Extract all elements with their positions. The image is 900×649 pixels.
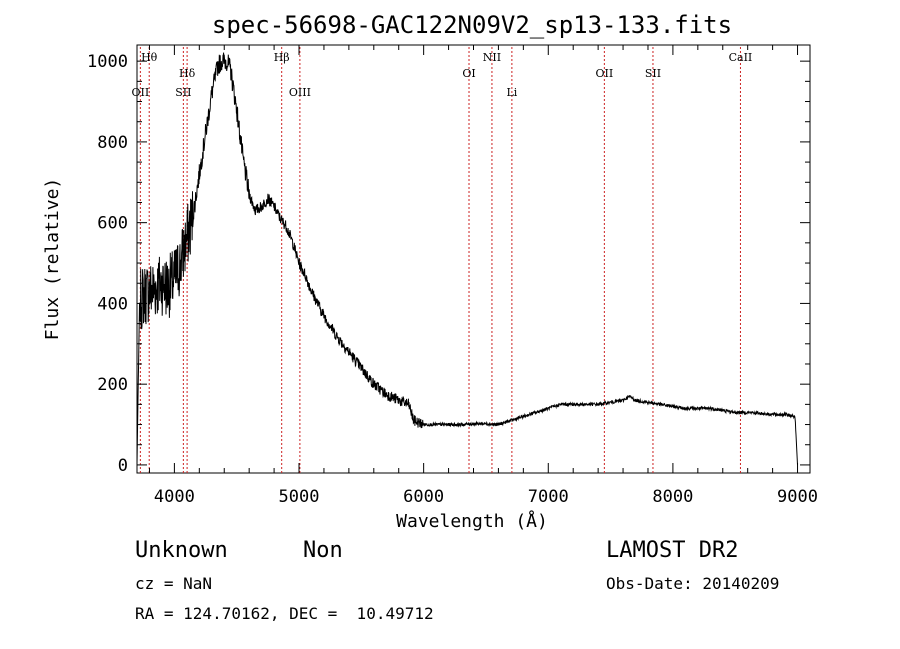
- line-marker-label: SII: [175, 86, 191, 99]
- line-marker-label: OI: [462, 67, 475, 80]
- y-tick-label: 400: [97, 294, 128, 314]
- x-tick-label: 8000: [652, 487, 693, 507]
- axis-ticks: [137, 45, 810, 473]
- object-subclass: Non: [303, 538, 343, 563]
- y-tick-label: 800: [97, 133, 128, 153]
- x-tick-label: 6000: [403, 487, 444, 507]
- x-tick-label: 7000: [528, 487, 569, 507]
- emission-line-markers: Hθ OII Hδ SII Hβ OIII OI NII Li OII SII CaII: [132, 47, 753, 473]
- y-axis-label: Flux (relative): [42, 178, 63, 341]
- line-marker-label: CaII: [729, 51, 753, 64]
- object-class: Unknown: [135, 538, 228, 563]
- line-marker-label: NII: [483, 51, 501, 64]
- x-tick-label: 5000: [279, 487, 320, 507]
- line-marker-label: SII: [645, 67, 661, 80]
- line-marker-label: OIII: [289, 86, 311, 99]
- x-tick-label: 4000: [154, 487, 195, 507]
- y-tick-label: 1000: [87, 52, 128, 72]
- line-marker-label: Hδ: [179, 67, 196, 80]
- line-marker-label: Hθ: [141, 51, 158, 64]
- chart-title: spec-56698-GAC122N09V2_sp13-133.fits: [212, 11, 732, 39]
- line-marker-label: OII: [596, 67, 614, 80]
- line-marker-label: Li: [506, 86, 517, 99]
- axis-tick-labels: 4000 5000 6000 7000 8000 9000 0 200 400 600 800 100…: [87, 52, 818, 507]
- y-tick-label: 200: [97, 375, 128, 395]
- line-marker-label: OII: [132, 86, 150, 99]
- survey-label: LAMOST DR2: [606, 538, 739, 563]
- line-marker-label: Hβ: [274, 51, 290, 64]
- x-axis-label: Wavelength (Å): [396, 510, 548, 532]
- coordinates: RA = 124.70162, DEC = 10.49712: [135, 604, 434, 623]
- redshift-value: cz = NaN: [135, 574, 213, 593]
- x-tick-label: 9000: [777, 487, 818, 507]
- y-tick-label: 0: [118, 456, 128, 476]
- observation-date: Obs-Date: 20140209: [606, 574, 780, 593]
- y-tick-label: 600: [97, 214, 128, 234]
- spectrum-line: [136, 52, 798, 465]
